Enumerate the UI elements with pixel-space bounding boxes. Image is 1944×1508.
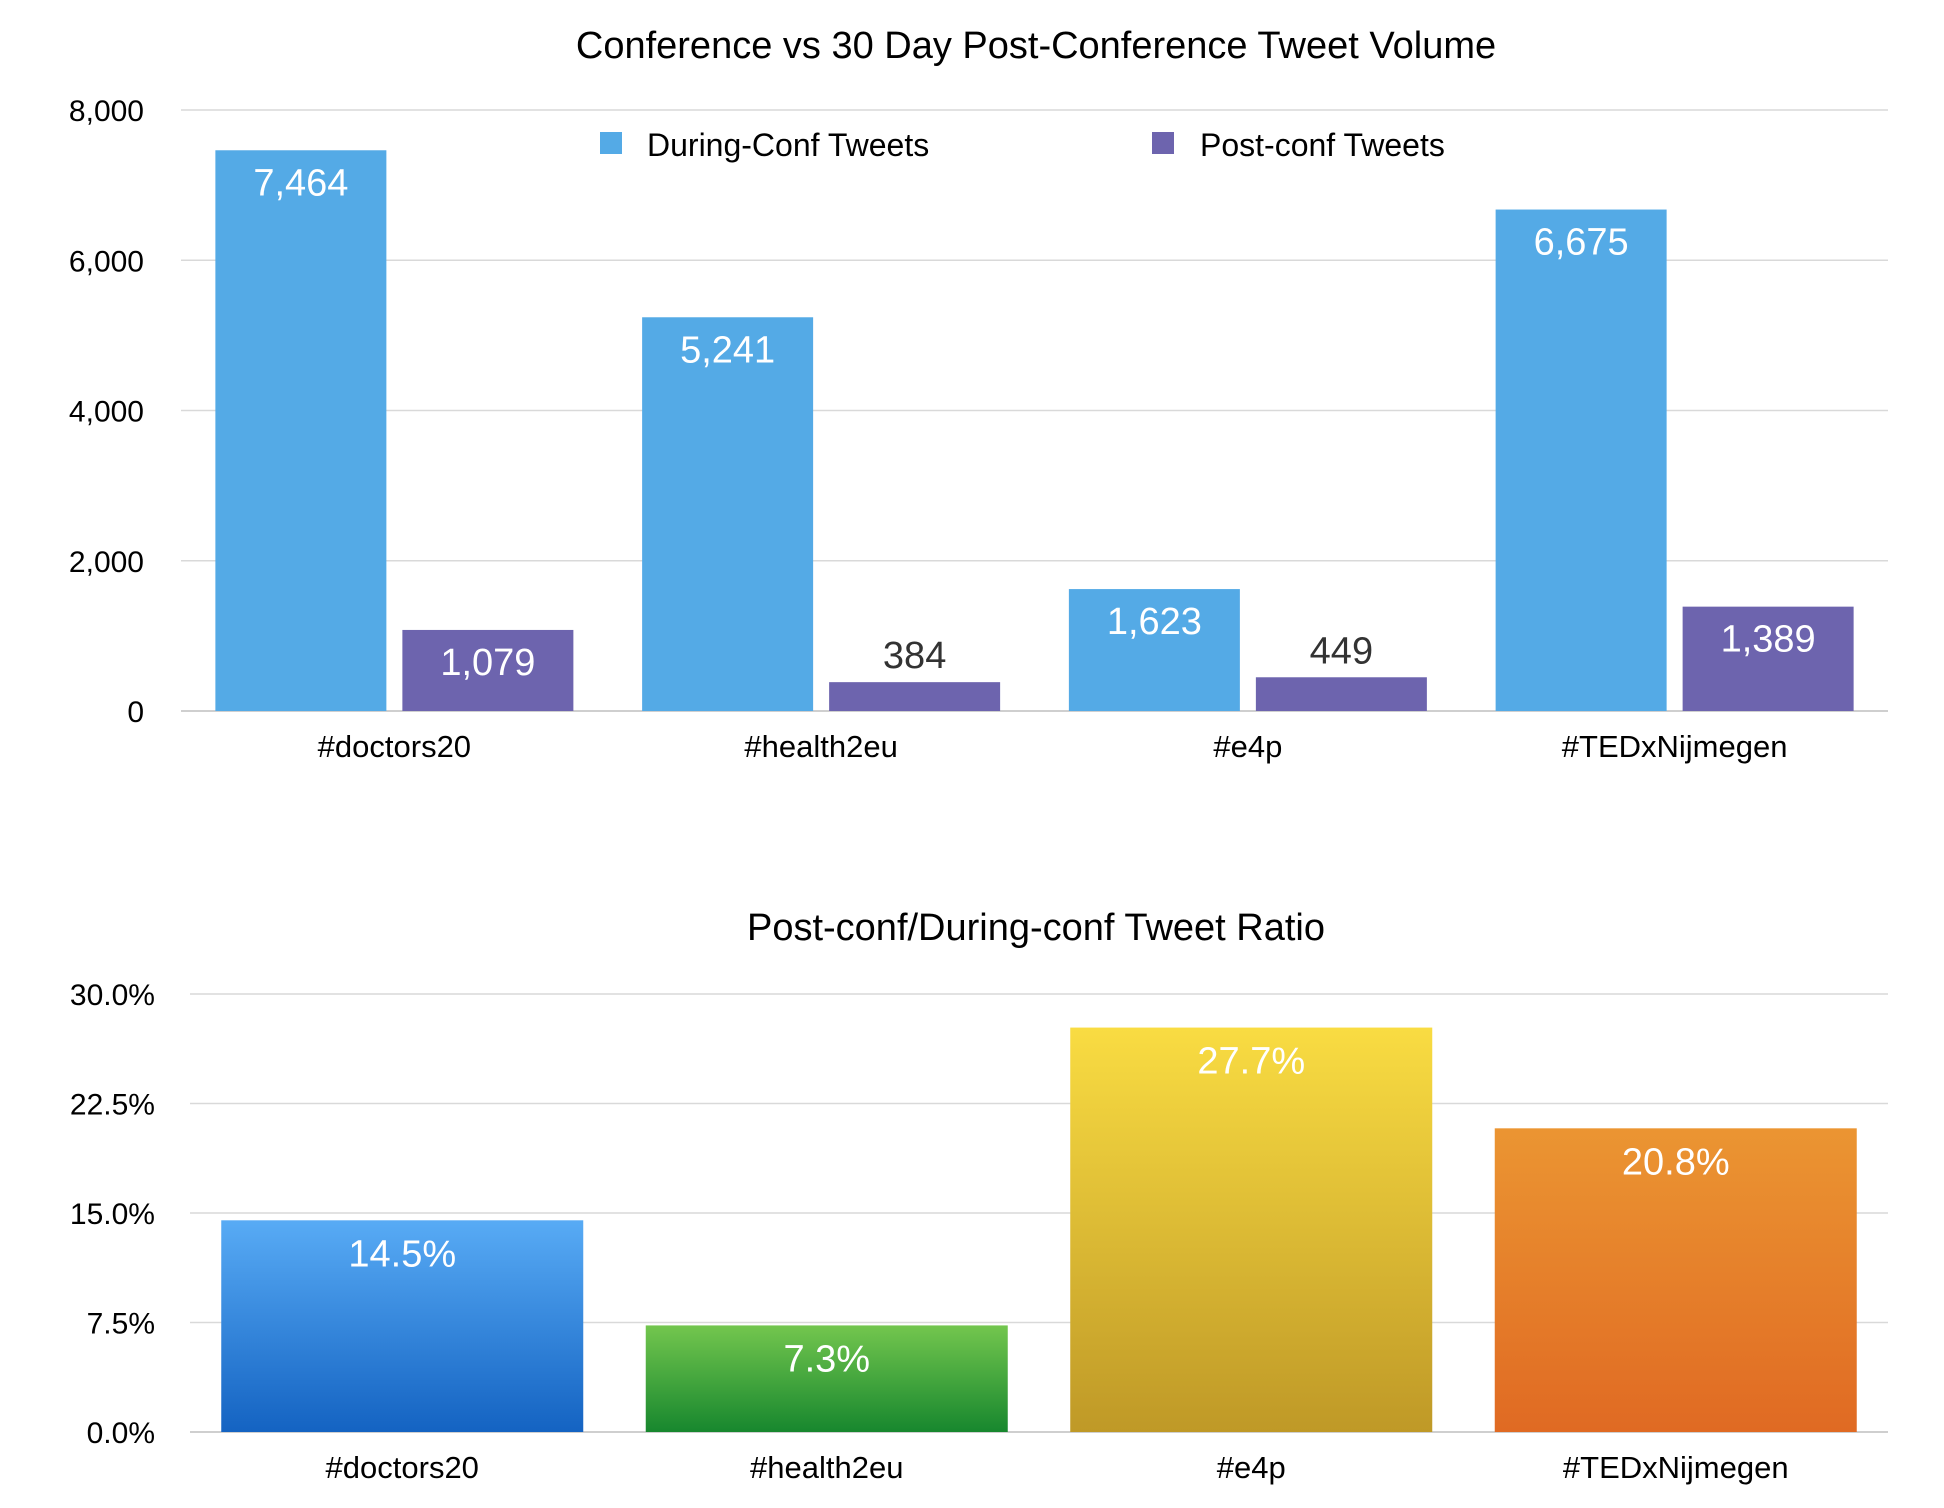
chart1-y-tick-label: 4,000 bbox=[69, 396, 144, 429]
chart2-data-label: 20.8% bbox=[1622, 1141, 1730, 1183]
chart1-y-tick-label: 6,000 bbox=[69, 245, 144, 278]
chart2-category-label: #TEDxNijmegen bbox=[1563, 1450, 1789, 1485]
chart2-data-label: 14.5% bbox=[348, 1233, 456, 1275]
chart2-bars bbox=[221, 1027, 1857, 1432]
chart2-y-axis: 0.0% 7.5% 15.0% 22.5% 30.0% bbox=[70, 979, 155, 1450]
bar-during-conf bbox=[1068, 589, 1240, 711]
chart1-x-axis: #doctors20 #health2eu #e4p #TEDxNijmegen bbox=[318, 729, 1788, 764]
chart1-category-label: #health2eu bbox=[744, 729, 897, 764]
legend-label-post: Post-conf Tweets bbox=[1200, 127, 1445, 163]
bar-during-conf bbox=[1495, 209, 1667, 711]
chart2-title: Post-conf/During-conf Tweet Ratio bbox=[747, 907, 1325, 949]
chart1-data-label: 1,623 bbox=[1107, 601, 1202, 643]
chart2-y-tick-label: 7.5% bbox=[87, 1308, 155, 1341]
chart1-data-label: 6,675 bbox=[1534, 222, 1629, 264]
chart1-bars bbox=[215, 150, 1854, 712]
legend-label-during: During-Conf Tweets bbox=[647, 127, 929, 163]
tweet-volume-chart: Conference vs 30 Day Post-Conference Twe… bbox=[69, 25, 1888, 764]
chart2-data-label: 7.3% bbox=[783, 1338, 870, 1380]
chart1-data-label: 449 bbox=[1310, 630, 1373, 672]
chart2-y-tick-label: 15.0% bbox=[70, 1198, 155, 1231]
bar-post-conf bbox=[829, 682, 1001, 711]
chart2-category-label: #doctors20 bbox=[326, 1450, 479, 1485]
ratio-bar bbox=[1070, 1027, 1433, 1432]
chart1-y-tick-label: 0 bbox=[127, 696, 144, 729]
ratio-bar bbox=[1494, 1128, 1857, 1432]
chart1-legend: During-Conf Tweets Post-conf Tweets bbox=[600, 127, 1445, 163]
chart1-y-tick-label: 8,000 bbox=[69, 95, 144, 128]
chart2-category-label: #health2eu bbox=[750, 1450, 903, 1485]
bar-during-conf bbox=[215, 150, 387, 712]
chart1-category-label: #e4p bbox=[1213, 729, 1282, 764]
chart2-data-labels: 14.5% 7.3% 27.7% 20.8% bbox=[348, 1041, 1729, 1381]
ratio-bar bbox=[221, 1220, 584, 1432]
chart1-data-label: 1,389 bbox=[1721, 619, 1816, 661]
chart2-y-tick-label: 30.0% bbox=[70, 979, 155, 1012]
bar-post-conf bbox=[1682, 606, 1854, 711]
chart1-data-label: 384 bbox=[883, 635, 946, 677]
legend-swatch-during bbox=[600, 132, 622, 154]
chart2-x-axis: #doctors20 #health2eu #e4p #TEDxNijmegen bbox=[326, 1450, 1789, 1485]
chart1-y-tick-label: 2,000 bbox=[69, 546, 144, 579]
bar-during-conf bbox=[642, 317, 814, 711]
chart2-y-tick-label: 0.0% bbox=[87, 1417, 155, 1450]
chart1-category-label: #doctors20 bbox=[318, 729, 471, 764]
tweet-ratio-chart: Post-conf/During-conf Tweet Ratio 0.0% 7.… bbox=[70, 907, 1888, 1485]
ratio-bar bbox=[645, 1325, 1008, 1432]
chart1-category-label: #TEDxNijmegen bbox=[1562, 729, 1788, 764]
legend-swatch-post bbox=[1152, 132, 1174, 154]
chart1-title: Conference vs 30 Day Post-Conference Twe… bbox=[576, 25, 1496, 67]
bar-post-conf bbox=[1255, 677, 1427, 711]
chart1-data-label: 1,079 bbox=[440, 642, 535, 684]
chart2-y-tick-label: 22.5% bbox=[70, 1089, 155, 1122]
bar-post-conf bbox=[402, 629, 574, 711]
chart2-data-label: 27.7% bbox=[1197, 1041, 1305, 1083]
chart2-category-label: #e4p bbox=[1217, 1450, 1286, 1485]
chart1-data-label: 5,241 bbox=[680, 329, 775, 371]
chart1-y-axis: 0 2,000 4,000 6,000 8,000 bbox=[69, 95, 144, 729]
chart1-data-labels: 7,464 1,079 5,241 384 1,623 449 6,675 1,389 bbox=[253, 162, 1815, 684]
chart1-data-label: 7,464 bbox=[253, 162, 348, 204]
